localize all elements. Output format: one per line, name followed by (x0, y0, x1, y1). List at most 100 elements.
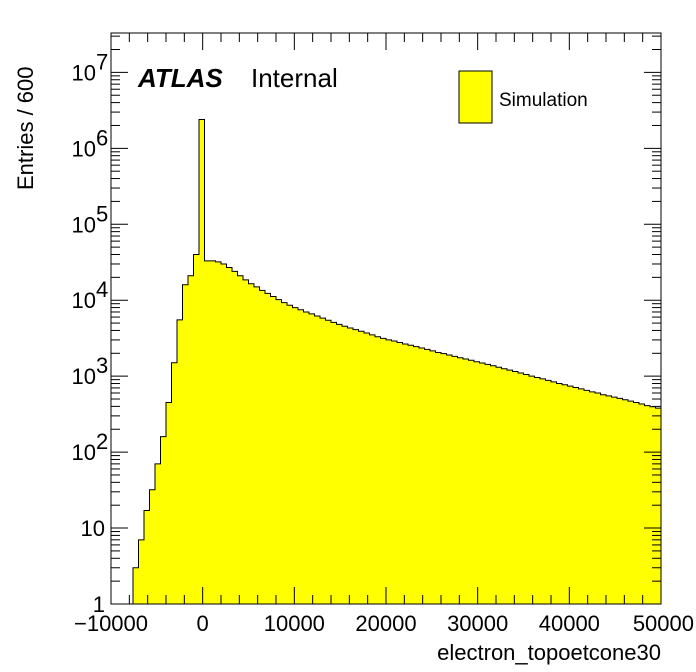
histogram-bar (518, 373, 524, 604)
histogram-bar (457, 357, 464, 604)
histogram-bar (496, 367, 502, 604)
histogram-bar (512, 371, 519, 604)
histogram-bar (408, 345, 414, 604)
histogram-bar (452, 356, 458, 604)
histogram-bar (292, 307, 299, 604)
y-tick-label: 10 (72, 60, 96, 85)
histogram-bar (138, 539, 145, 604)
histogram-bar (364, 333, 370, 604)
histogram-bar (259, 290, 266, 604)
y-tick-exponent: 6 (96, 125, 108, 150)
histogram-bar (419, 347, 425, 604)
histogram-bar (617, 398, 623, 604)
histogram-bar (193, 254, 200, 604)
histogram-bar (144, 510, 150, 604)
histogram-bar (391, 341, 398, 604)
histogram-bar (210, 260, 216, 604)
histogram-bar (562, 384, 568, 604)
histogram-bar (314, 315, 321, 604)
histogram-bar (424, 349, 431, 604)
histogram-bar (380, 338, 387, 604)
x-tick-label: 10000 (264, 611, 325, 636)
y-tick-label: 10 (72, 136, 96, 161)
y-tick-label: 10 (72, 440, 96, 465)
internal-label: Internal (251, 63, 338, 93)
histogram-bar (490, 365, 497, 604)
histogram-bar (386, 339, 392, 604)
histogram-bar (655, 408, 662, 604)
histogram-bar (215, 261, 222, 604)
histogram-bar (551, 381, 557, 604)
y-tick-exponent: 7 (96, 49, 108, 74)
y-tick-exponent: 3 (96, 353, 108, 378)
histogram-bar (325, 320, 332, 604)
histogram-bar (160, 436, 167, 604)
histogram-bar (232, 271, 238, 604)
histogram-bar (474, 361, 480, 604)
histogram-bar (149, 489, 156, 604)
histogram-bar (309, 313, 315, 604)
y-tick-exponent: 2 (96, 429, 108, 454)
histogram-bar (336, 324, 343, 604)
histogram-bar (347, 328, 354, 604)
histogram-bar (265, 293, 271, 604)
histogram-bar (353, 329, 359, 604)
histogram-bar (600, 394, 607, 604)
legend-label: Simulation (499, 90, 588, 111)
histogram-bar (287, 305, 293, 604)
histogram-bar (276, 299, 282, 604)
histogram-bar (589, 391, 596, 604)
histogram-bar (243, 279, 249, 604)
histogram-bars (133, 119, 662, 605)
histogram-bar (358, 331, 365, 604)
histogram-bar (402, 344, 409, 604)
histogram-bar (177, 319, 183, 604)
histogram-bar (369, 334, 376, 604)
histogram-bar (644, 405, 651, 604)
y-tick-exponent: 5 (96, 201, 108, 226)
histogram-bar (397, 342, 403, 604)
histogram-bar (254, 286, 260, 604)
histogram-bar (182, 284, 189, 604)
histogram-bar (611, 397, 618, 604)
histogram-bar (545, 380, 552, 604)
y-tick-label: 10 (72, 288, 96, 313)
histogram-bar (529, 376, 535, 604)
histogram-bar (501, 368, 508, 604)
histogram-bar (281, 302, 288, 604)
histogram-bar (166, 402, 172, 604)
histogram-bar (171, 362, 178, 604)
histogram-bar (446, 354, 453, 604)
histogram-bar (578, 388, 585, 604)
histogram-bar (639, 403, 645, 604)
histogram-bar (133, 567, 139, 604)
histogram-bar (567, 386, 574, 604)
histogram-bar (633, 402, 640, 604)
histogram-bar (463, 359, 469, 604)
histogram-bar (595, 393, 601, 604)
histogram-bar (534, 377, 541, 604)
histogram-bar (226, 267, 233, 604)
histogram-bar (430, 350, 436, 604)
histogram-bar (479, 363, 486, 604)
histogram-bar (573, 387, 579, 604)
axis-ticks (110, 33, 662, 605)
histogram-bar (221, 263, 227, 604)
histogram-bar (485, 364, 491, 604)
y-tick-label: 10 (81, 516, 105, 541)
histogram-bar (155, 463, 161, 604)
histogram-bar (523, 374, 530, 604)
histogram-bar (331, 322, 337, 604)
histogram-bar (248, 283, 255, 604)
histogram-bar (622, 399, 629, 604)
atlas-label: ATLAS (137, 63, 223, 93)
histogram-bar (540, 378, 546, 604)
histogram-bar (435, 352, 442, 604)
histogram-bar (468, 360, 475, 604)
x-tick-label: 30000 (447, 611, 508, 636)
x-tick-labels: −10000 0 10000 20000 30000 40000 50000 (74, 611, 694, 636)
histogram-bar (199, 119, 205, 605)
x-tick-label: 40000 (539, 611, 600, 636)
